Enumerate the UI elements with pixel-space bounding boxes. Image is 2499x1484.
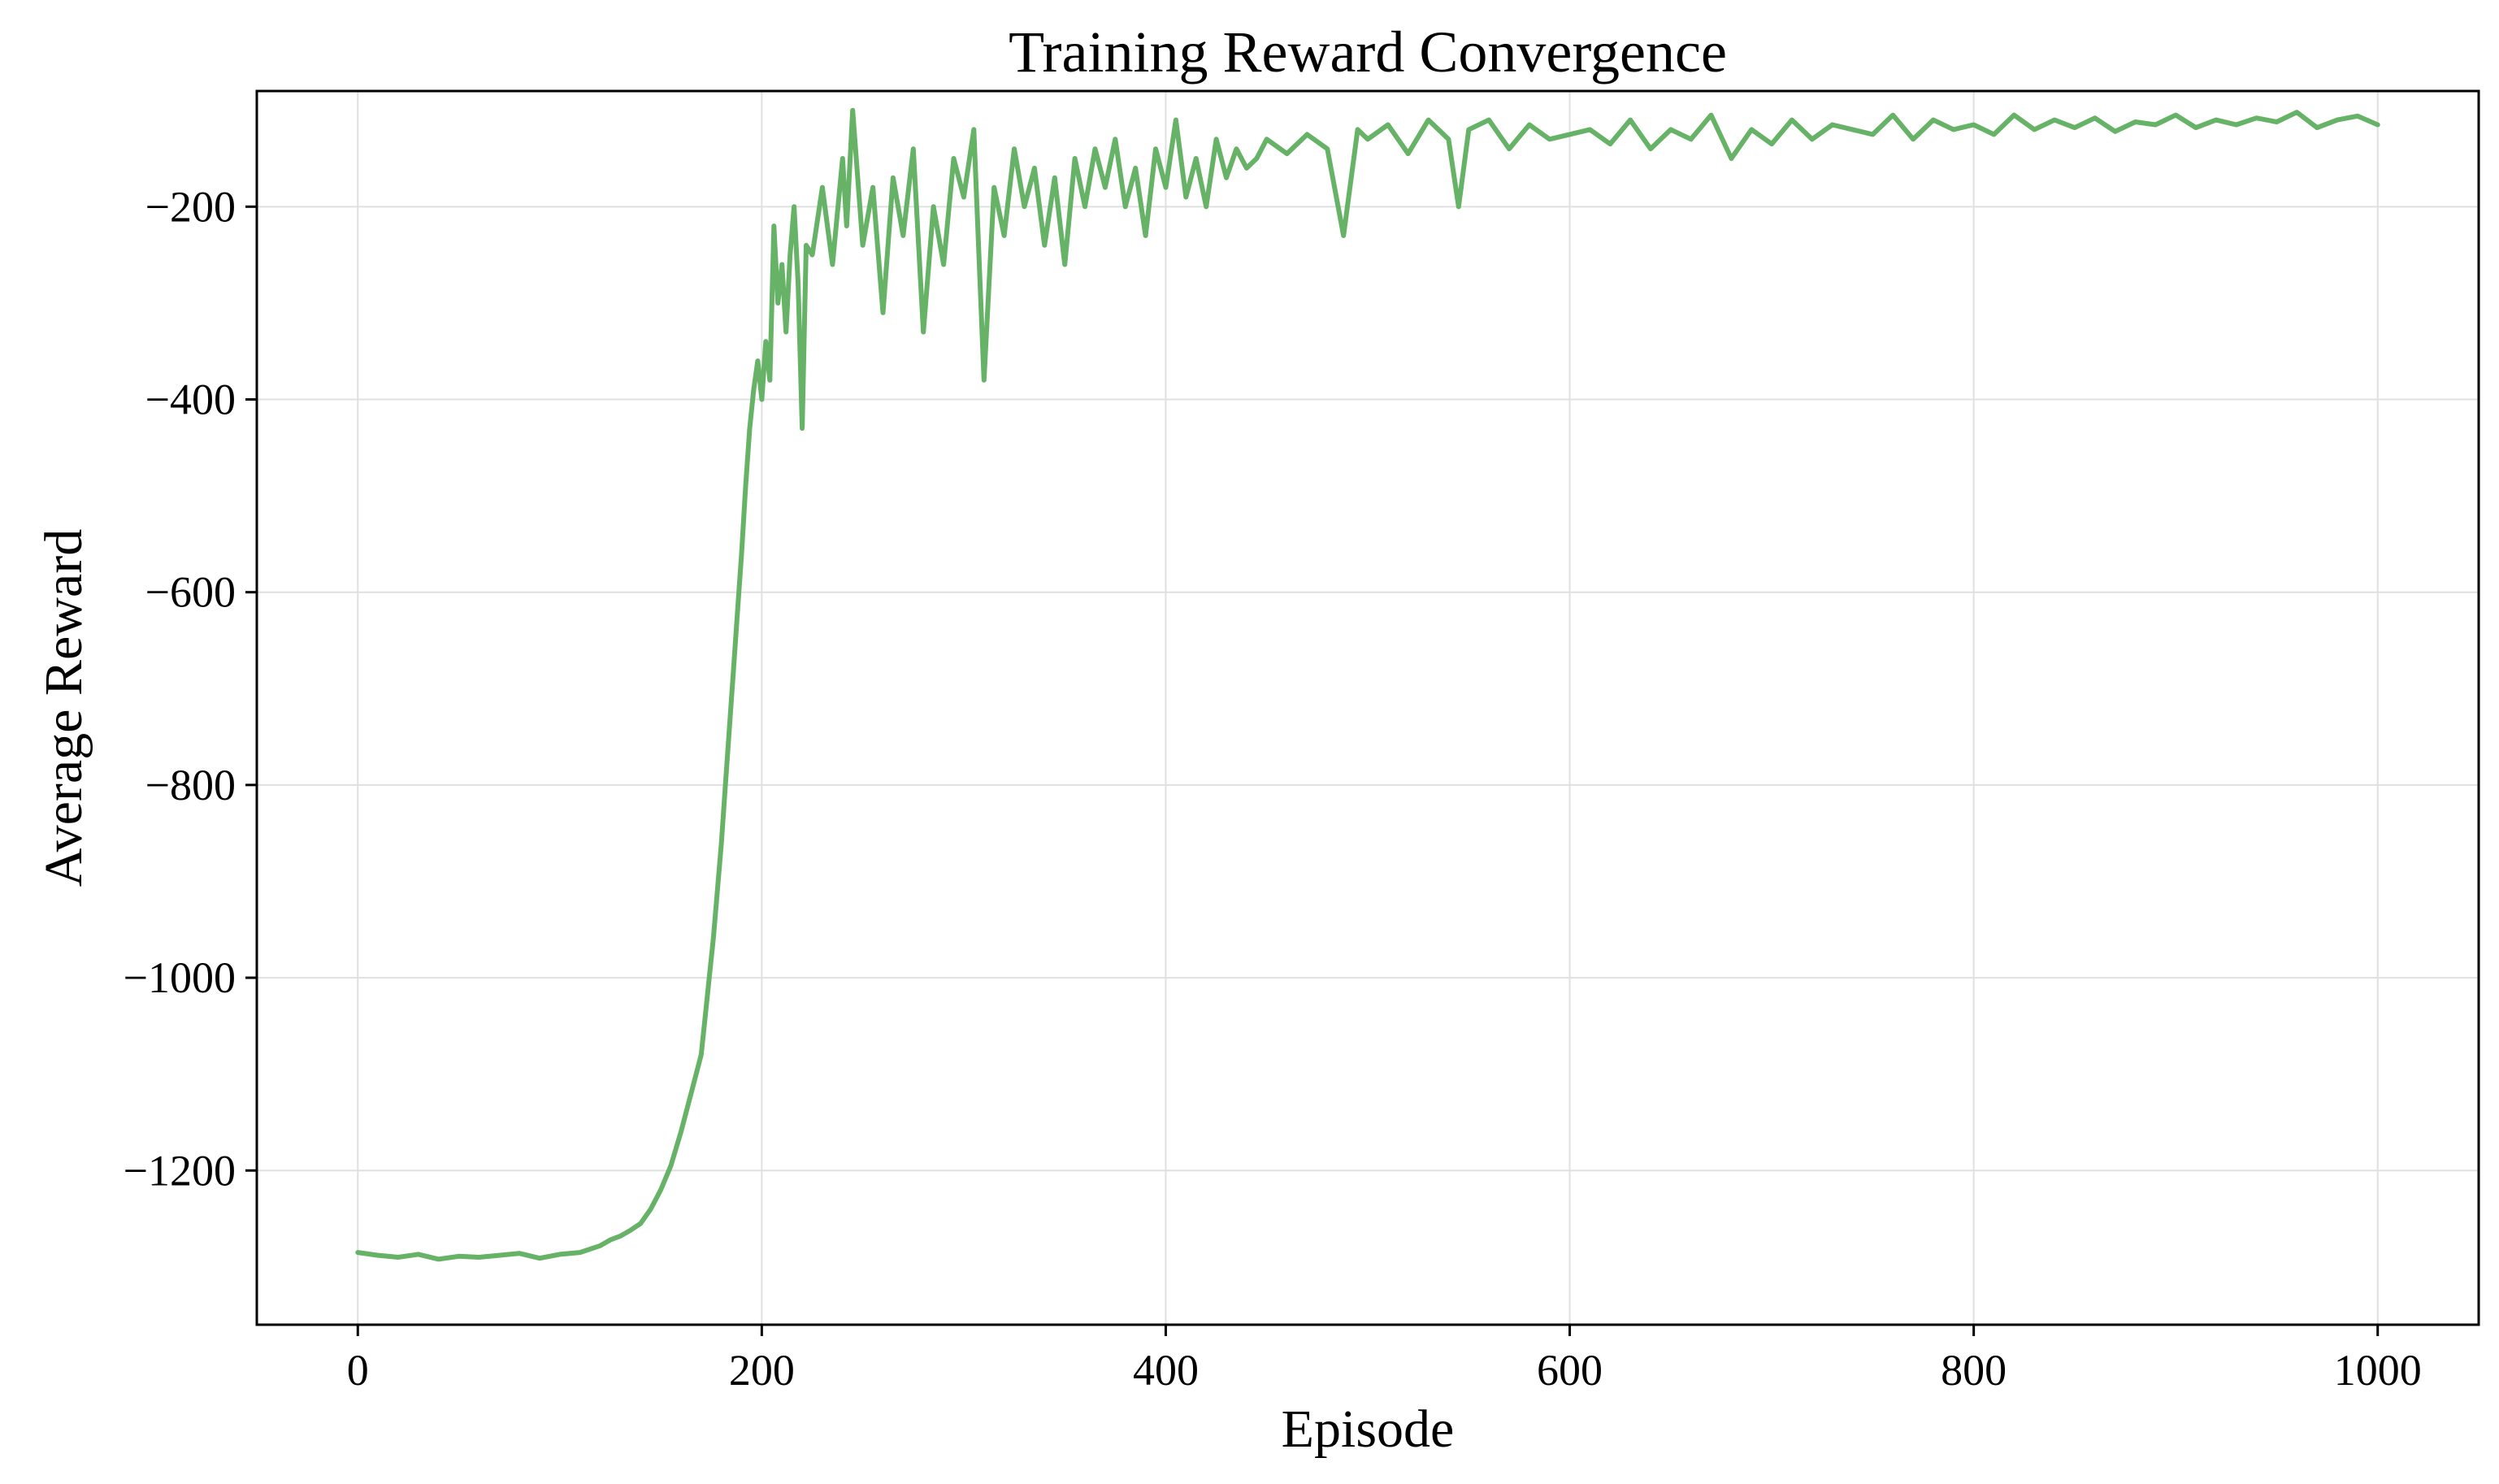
plot-frame — [255, 89, 2480, 1326]
series-layer — [355, 107, 2380, 1262]
y-axis-label: Average Reward — [34, 529, 93, 887]
x-tick-label: 400 — [1133, 1346, 1199, 1395]
y-tick-label: −1200 — [124, 1146, 236, 1195]
x-tick-label: 0 — [347, 1346, 369, 1395]
y-tick-label: −800 — [145, 761, 236, 809]
chart-title: Training Reward Convergence — [1009, 20, 1727, 85]
x-axis-label: Episode — [1282, 1399, 1455, 1459]
y-tick-label: −400 — [145, 375, 236, 424]
y-tick-label: −1000 — [124, 953, 236, 1002]
x-tick-label: 600 — [1537, 1346, 1603, 1395]
grid-lines — [257, 91, 2479, 1325]
y-tick-label: −600 — [145, 568, 236, 617]
reward-series-line — [355, 107, 2380, 1262]
x-tick-label: 1000 — [2334, 1346, 2422, 1395]
x-tick-label: 800 — [1941, 1346, 2007, 1395]
axis-ticks: 0 200 400 600 800 1000 −1200 −1000 −800 −600 −400 −… — [124, 182, 2422, 1395]
y-tick-label: −200 — [145, 182, 236, 231]
x-tick-label: 200 — [729, 1346, 795, 1395]
